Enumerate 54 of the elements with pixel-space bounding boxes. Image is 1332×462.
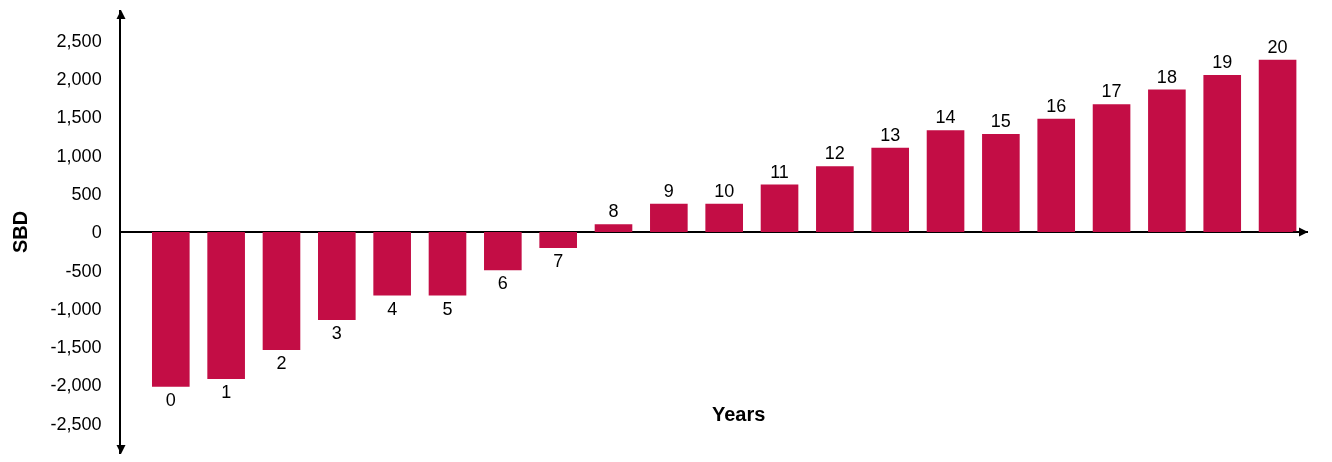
bar [1037, 118, 1076, 232]
y-tick-label: 2,000 [56, 69, 102, 90]
x-tick-label: 12 [824, 143, 845, 164]
x-tick-label: 5 [442, 298, 453, 319]
x-tick-label: 9 [663, 180, 674, 201]
y-tick-label: -1,500 [50, 337, 102, 358]
x-tick-label: 4 [387, 298, 398, 319]
y-tick-label: -1,000 [50, 298, 102, 319]
x-tick-label: 14 [935, 107, 956, 128]
bar [484, 232, 522, 271]
x-tick-label: 11 [770, 161, 789, 182]
x-tick-label: 18 [1156, 66, 1177, 87]
y-axis-title: SBD [8, 210, 31, 254]
x-tick-label: 3 [331, 323, 342, 344]
x-tick-label: 2 [276, 352, 287, 373]
bar [1258, 59, 1297, 232]
bar [1148, 89, 1186, 232]
y-tick-label: 2,500 [56, 30, 102, 51]
x-tick-label: 19 [1212, 52, 1233, 73]
y-tick-label: -2,500 [50, 413, 102, 434]
bar [262, 232, 301, 350]
bar [318, 232, 356, 321]
bar [871, 147, 910, 232]
bar [1203, 75, 1242, 232]
y-tick-label: 1,500 [56, 107, 102, 128]
x-tick-label: 6 [497, 273, 508, 294]
x-tick-label: 7 [553, 251, 564, 272]
bar [151, 232, 190, 387]
bar [594, 224, 633, 232]
bar [1092, 104, 1131, 232]
y-tick-label: 1,000 [56, 145, 102, 166]
bar [539, 232, 577, 249]
bar [428, 232, 467, 296]
x-tick-label: 1 [221, 381, 232, 402]
bar [705, 203, 743, 232]
bar [207, 232, 245, 379]
bar [816, 166, 854, 232]
x-tick-label: 13 [880, 124, 901, 145]
x-tick-label: 8 [608, 201, 619, 222]
x-axis-title: Years [712, 403, 766, 425]
y-tick-label: 500 [71, 184, 102, 205]
bar [650, 203, 688, 232]
y-tick-label: -500 [65, 260, 102, 281]
y-tick-label: 0 [91, 222, 102, 243]
bar [373, 232, 411, 296]
x-tick-label: 20 [1267, 36, 1288, 57]
bar [760, 184, 799, 232]
x-tick-label: 16 [1046, 95, 1067, 116]
bar [926, 130, 965, 232]
x-tick-label: 10 [714, 180, 735, 201]
bar [982, 134, 1020, 232]
x-tick-label: 15 [990, 111, 1011, 132]
x-tick-label: 17 [1101, 81, 1122, 102]
y-tick-label: -2,000 [50, 375, 102, 396]
